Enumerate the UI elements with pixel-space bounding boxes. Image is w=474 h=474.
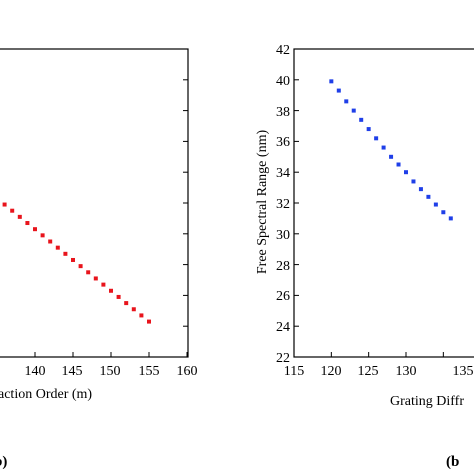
right-y-tick-label-34: 34 <box>276 166 290 181</box>
right-y-tick-label-26: 26 <box>276 289 290 304</box>
right-x-axis-title: Grating Diffr <box>390 394 464 409</box>
right-y-tick-label-22: 22 <box>276 351 290 366</box>
left-data-point <box>10 208 15 213</box>
right-y-tick-label-36: 36 <box>276 135 290 150</box>
left-data-point <box>33 227 37 232</box>
right-x-ticks <box>293 352 444 357</box>
right-y-tick-label-24: 24 <box>276 320 290 335</box>
left-data-points <box>2 202 151 324</box>
right-data-point <box>441 210 446 215</box>
right-data-point <box>329 79 334 84</box>
right-panel-label: (b <box>446 454 459 470</box>
left-data-point <box>86 270 91 275</box>
left-data-point <box>147 319 151 324</box>
right-x-tick-label-135: 135 <box>453 364 474 379</box>
right-data-point <box>351 108 356 113</box>
left-x-tick-label-155: 155 <box>139 364 160 379</box>
right-y-axis-title: Free Spectral Range (nm) <box>255 130 270 275</box>
left-data-point <box>101 282 106 287</box>
left-data-point <box>78 264 83 269</box>
left-data-point <box>48 239 53 244</box>
left-x-tick-label-145: 145 <box>62 364 83 379</box>
right-y-tick-label-30: 30 <box>276 228 290 243</box>
left-data-point <box>71 257 75 262</box>
right-data-point <box>433 202 438 207</box>
right-y-tick-label-28: 28 <box>276 259 290 274</box>
right-data-point <box>381 145 386 150</box>
right-chart: 42 40 38 36 34 32 30 28 26 24 22 115 120… <box>255 43 474 470</box>
right-x-tick-label-115: 115 <box>284 364 304 379</box>
right-x-tick-label-125: 125 <box>358 364 379 379</box>
left-data-point <box>109 288 113 293</box>
right-data-point <box>366 127 371 132</box>
left-data-point <box>55 245 60 250</box>
right-y-tick-label-32: 32 <box>276 197 290 212</box>
left-data-point <box>25 221 30 226</box>
left-data-point <box>124 301 129 306</box>
right-data-point <box>448 216 453 221</box>
right-y-ticks <box>294 48 299 358</box>
right-plot-frame <box>293 48 474 358</box>
left-data-point <box>93 276 98 281</box>
right-data-point <box>389 154 394 159</box>
right-y-tick-label-40: 40 <box>276 74 290 89</box>
right-data-point <box>374 136 379 141</box>
right-data-point <box>426 194 431 199</box>
right-data-point <box>418 187 423 192</box>
right-y-tick-label-42: 42 <box>276 43 290 58</box>
left-x-axis-title: action Order (m) <box>0 387 92 402</box>
right-y-tick-label-38: 38 <box>276 105 290 120</box>
left-x-tick-label-150: 150 <box>100 364 121 379</box>
left-data-point <box>2 202 7 207</box>
left-data-point <box>17 214 22 219</box>
right-data-point <box>411 179 416 184</box>
left-x-tick-label-140: 140 <box>25 364 46 379</box>
left-plot-frame <box>0 48 189 358</box>
left-x-tick-label-160: 160 <box>177 364 198 379</box>
left-data-point <box>63 251 68 256</box>
right-x-tick-label-130: 130 <box>396 364 417 379</box>
right-data-point <box>336 88 341 93</box>
right-data-point <box>359 117 364 122</box>
left-data-point <box>139 313 144 318</box>
right-data-points <box>329 79 453 221</box>
right-x-tick-label-120: 120 <box>321 364 342 379</box>
left-data-point <box>116 294 121 299</box>
left-chart: 140 145 150 155 160 action Order (m) b) <box>0 48 198 470</box>
left-y-ticks <box>183 48 188 358</box>
left-panel-label: b) <box>0 454 7 470</box>
left-data-point <box>131 307 136 312</box>
left-data-point <box>40 233 45 238</box>
right-data-point <box>344 99 349 104</box>
right-data-point <box>404 170 408 175</box>
right-data-point <box>396 162 401 167</box>
left-x-ticks <box>34 352 188 357</box>
